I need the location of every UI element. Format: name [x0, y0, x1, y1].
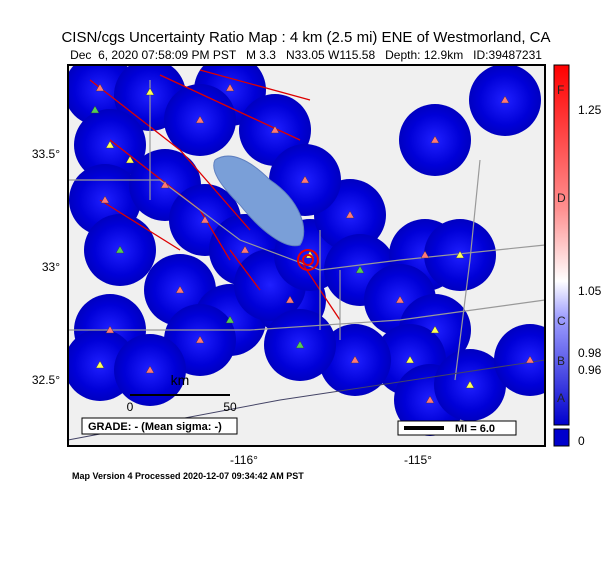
- station: [430, 325, 440, 334]
- grade-letter: B: [557, 354, 565, 368]
- scale-bar: km 0 50: [127, 372, 237, 414]
- station: [95, 360, 105, 369]
- map-frame: [67, 64, 546, 447]
- mi-label: MI = 6.0: [455, 423, 495, 435]
- lon-label: -115°: [404, 453, 432, 467]
- station: [465, 380, 475, 389]
- lat-label: 33.5°: [32, 147, 60, 161]
- uncertainty-blob: [494, 324, 545, 396]
- station: [345, 210, 355, 219]
- scale-unit: km: [171, 372, 190, 388]
- station: [420, 250, 430, 259]
- station: [500, 95, 510, 104]
- lat-label: 32.5°: [32, 373, 60, 387]
- scale-start: 0: [127, 400, 134, 414]
- subtitle: Dec 6, 2020 07:58:09 PM PST M 3.3 N33.05…: [70, 48, 542, 62]
- station: [425, 395, 435, 404]
- station: [225, 83, 235, 92]
- station: [195, 335, 205, 344]
- station: [200, 215, 210, 224]
- station: [350, 355, 360, 364]
- station: [175, 285, 185, 294]
- colorbar-value: 0.96: [578, 363, 602, 377]
- station: [125, 155, 135, 164]
- station: [145, 87, 155, 96]
- station: [195, 115, 205, 124]
- scale-end: 50: [223, 400, 237, 414]
- colorbar-zero: [553, 428, 570, 447]
- footer: Map Version 4 Processed 2020-12-07 09:34…: [72, 471, 304, 481]
- grade-letter: D: [557, 191, 566, 205]
- station: [285, 295, 295, 304]
- station: [355, 265, 365, 274]
- station: [90, 105, 100, 114]
- lat-label: 33°: [42, 260, 60, 274]
- grade-letter: F: [557, 83, 564, 97]
- station: [115, 245, 125, 254]
- station: [145, 365, 155, 374]
- colorbar-value: 0: [578, 434, 585, 448]
- station: [455, 250, 465, 259]
- grade-letter: C: [557, 314, 566, 328]
- title: CISN/cgs Uncertainty Ratio Map : 4 km (2…: [61, 29, 550, 46]
- colorbar: [553, 64, 570, 426]
- station: [105, 140, 115, 149]
- lon-label: -116°: [230, 453, 258, 467]
- station: [300, 175, 310, 184]
- grade-box: [81, 417, 238, 435]
- colorbar-value: 1.25: [578, 103, 602, 117]
- mi-box: [397, 420, 517, 436]
- station: [405, 355, 415, 364]
- station: [100, 195, 110, 204]
- station: [525, 355, 535, 364]
- station: [240, 245, 250, 254]
- station: [225, 315, 235, 324]
- station: [395, 295, 405, 304]
- grade: GRADE: - (Mean sigma: -): [88, 421, 222, 433]
- station: [295, 340, 305, 349]
- grade-letter: A: [557, 391, 565, 405]
- station: [430, 135, 440, 144]
- station: [105, 325, 115, 334]
- colorbar-value: 1.05: [578, 284, 602, 298]
- map: [68, 65, 545, 446]
- colorbar-value: 0.98: [578, 346, 602, 360]
- station: [160, 180, 170, 189]
- station: [270, 125, 280, 134]
- station: [95, 83, 105, 92]
